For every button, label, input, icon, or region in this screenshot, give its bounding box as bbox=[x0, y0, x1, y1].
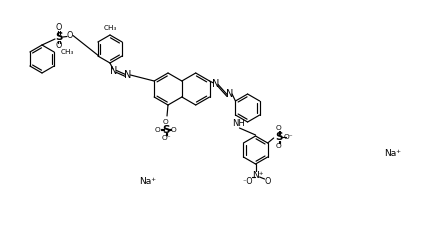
Text: N: N bbox=[124, 70, 132, 80]
Text: N: N bbox=[212, 79, 219, 89]
Text: O: O bbox=[276, 143, 281, 149]
Text: Na⁺: Na⁺ bbox=[384, 150, 401, 158]
Text: S: S bbox=[275, 132, 282, 142]
Text: O: O bbox=[67, 32, 73, 40]
Text: O: O bbox=[276, 125, 281, 132]
Text: ⁻O: ⁻O bbox=[242, 176, 253, 186]
Text: NH: NH bbox=[232, 120, 245, 128]
Text: O: O bbox=[171, 127, 177, 133]
Text: CH₃: CH₃ bbox=[103, 25, 117, 31]
Text: N: N bbox=[110, 66, 118, 76]
Text: O: O bbox=[56, 41, 62, 51]
Text: O⁻: O⁻ bbox=[284, 134, 294, 140]
Text: S: S bbox=[162, 125, 170, 135]
Text: O: O bbox=[163, 119, 169, 125]
Text: N: N bbox=[226, 89, 233, 99]
Text: O: O bbox=[56, 23, 62, 33]
Text: Na⁺: Na⁺ bbox=[140, 178, 157, 186]
Text: O: O bbox=[264, 176, 271, 186]
Text: S: S bbox=[55, 32, 63, 42]
Text: N⁺: N⁺ bbox=[252, 171, 263, 179]
Text: O⁻: O⁻ bbox=[161, 135, 171, 141]
Text: O: O bbox=[155, 127, 161, 133]
Text: CH₃: CH₃ bbox=[61, 49, 75, 55]
